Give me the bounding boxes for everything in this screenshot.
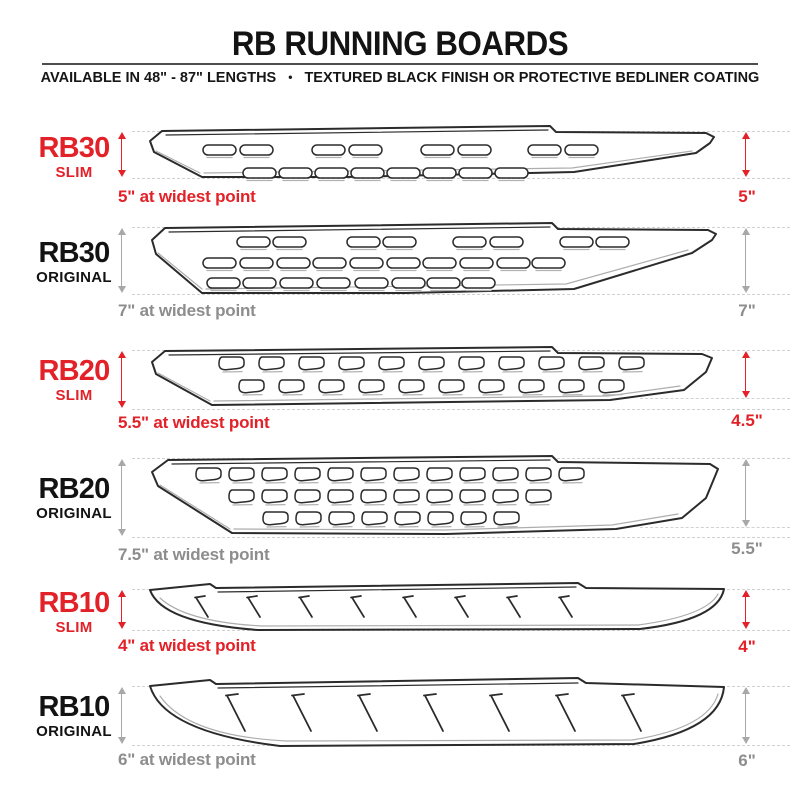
model-name: RB30	[38, 132, 111, 164]
product-label: RB10 SLIM	[22, 588, 126, 636]
model-name: RB30	[38, 237, 111, 269]
width-arrow	[117, 687, 126, 744]
height-arrow	[741, 590, 750, 629]
board-rb30-slim-drawing	[149, 125, 715, 182]
width-arrow	[117, 351, 126, 408]
guide-dashed-line	[132, 537, 790, 538]
product-label: RB20 ORIGINAL	[22, 474, 126, 522]
width-arrow	[117, 590, 126, 629]
product-label: RB10 ORIGINAL	[22, 692, 126, 740]
width-note: 6" at widest point	[118, 750, 256, 769]
variant-name: SLIM	[55, 387, 93, 404]
page-title: RB RUNNING BOARDS	[231, 25, 569, 63]
product-label: RB30 ORIGINAL	[22, 238, 126, 286]
height-note: 4.5"	[731, 411, 763, 430]
width-arrow	[117, 459, 126, 536]
guide-dashed-line	[132, 630, 790, 631]
height-note: 7"	[738, 301, 756, 320]
subtitle-lengths: AVAILABLE IN 48" - 87" LENGTHS	[40, 70, 277, 86]
guide-dashed-line	[640, 398, 790, 399]
variant-name: SLIM	[55, 164, 93, 181]
guide-dashed-line	[640, 527, 790, 528]
model-name: RB20	[38, 473, 111, 505]
board-rb10-slim-drawing	[149, 582, 725, 631]
variant-name: ORIGINAL	[36, 269, 112, 286]
bullet-separator-icon: •	[288, 70, 293, 84]
width-arrow	[117, 132, 126, 177]
height-arrow	[741, 459, 750, 527]
subtitle-finish: TEXTURED BLACK FINISH OR PROTECTIVE BEDL…	[304, 70, 760, 86]
title-divider	[42, 63, 758, 65]
model-name: RB10	[38, 587, 111, 619]
width-note: 4" at widest point	[118, 636, 256, 655]
guide-dashed-line	[132, 294, 790, 295]
width-note: 7" at widest point	[118, 301, 256, 320]
guide-dashed-line	[132, 178, 790, 179]
width-note: 5.5" at widest point	[118, 413, 270, 432]
width-note: 5" at widest point	[118, 187, 256, 206]
height-arrow	[741, 351, 750, 398]
height-note: 6"	[738, 751, 756, 770]
board-rb30-original-drawing	[151, 222, 717, 294]
variant-name: ORIGINAL	[36, 723, 112, 740]
model-name: RB20	[38, 355, 111, 387]
width-arrow	[117, 228, 126, 293]
variant-name: SLIM	[55, 619, 93, 636]
height-note: 5.5"	[731, 539, 763, 558]
model-name: RB10	[38, 691, 111, 723]
board-rb10-original-drawing	[149, 677, 725, 747]
height-arrow	[741, 687, 750, 744]
height-arrow	[741, 228, 750, 293]
height-arrow	[741, 132, 750, 177]
guide-dashed-line	[132, 409, 790, 410]
product-label: RB20 SLIM	[22, 356, 126, 404]
variant-name: ORIGINAL	[36, 505, 112, 522]
board-rb20-original-drawing	[151, 455, 719, 535]
height-note: 5"	[738, 187, 756, 206]
product-label: RB30 SLIM	[22, 133, 126, 181]
width-note: 7.5" at widest point	[118, 545, 270, 564]
height-note: 4"	[738, 637, 756, 656]
page-subtitle: AVAILABLE IN 48" - 87" LENGTHS • TEXTURED …	[0, 70, 800, 86]
board-rb20-slim-drawing	[151, 346, 713, 406]
